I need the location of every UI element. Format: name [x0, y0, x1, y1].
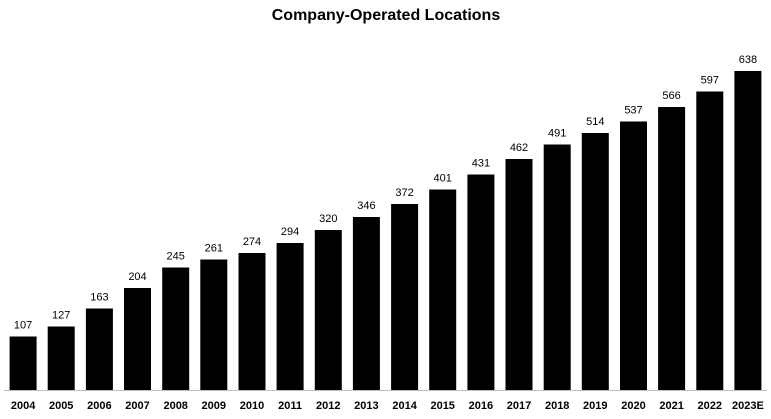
bar-2018	[543, 144, 571, 390]
x-tick-label-2015: 2015	[430, 400, 454, 412]
x-tick-label-2014: 2014	[392, 400, 417, 412]
x-tick-label-2020: 2020	[621, 400, 645, 412]
bar-2023E	[734, 71, 762, 390]
x-tick-label-2006: 2006	[87, 400, 111, 412]
x-tick-label-2013: 2013	[354, 400, 378, 412]
data-label-2017: 462	[510, 142, 528, 154]
x-tick-label-2018: 2018	[545, 400, 569, 412]
x-tick-label-2019: 2019	[583, 400, 607, 412]
bar-2010	[238, 253, 266, 390]
data-label-2023E: 638	[739, 54, 757, 66]
x-tick-label-2005: 2005	[49, 400, 73, 412]
x-tick-label-2009: 2009	[202, 400, 226, 412]
x-tick-label-2011: 2011	[278, 400, 302, 412]
x-tick-label-2010: 2010	[240, 400, 264, 412]
data-label-2022: 597	[701, 75, 719, 87]
x-tick-label-2023E: 2023E	[732, 400, 764, 412]
x-tick-label-2004: 2004	[11, 400, 36, 412]
data-label-2004: 107	[14, 320, 32, 332]
bar-2006	[85, 308, 113, 390]
data-label-2019: 514	[586, 116, 604, 128]
bar-2022	[696, 91, 724, 390]
bar-2004	[9, 336, 37, 390]
x-tick-label-2017: 2017	[507, 400, 531, 412]
bar-2016	[467, 174, 495, 390]
data-label-2016: 431	[472, 158, 490, 170]
x-tick-label-2012: 2012	[316, 400, 340, 412]
bar-2015	[429, 189, 457, 390]
bar-2012	[314, 230, 342, 390]
data-label-2014: 372	[395, 187, 413, 199]
data-label-2013: 346	[357, 200, 375, 212]
x-tick-labels-group: 2004 2005 2006 2007 2008 2009 2010 2011 2012 2013…	[11, 400, 764, 412]
data-label-2018: 491	[548, 128, 566, 140]
data-label-2012: 320	[319, 213, 337, 225]
bars-group	[9, 71, 762, 390]
bar-2008	[162, 267, 190, 390]
data-label-2021: 566	[662, 90, 680, 102]
bar-2013	[352, 217, 380, 390]
bar-2021	[658, 107, 686, 390]
x-tick-label-2021: 2021	[659, 400, 683, 412]
data-label-2006: 163	[90, 292, 108, 304]
data-label-2011: 294	[281, 226, 299, 238]
x-tick-label-2008: 2008	[163, 400, 187, 412]
data-label-2007: 204	[128, 271, 146, 283]
data-label-2005: 127	[52, 310, 70, 322]
bar-2005	[47, 326, 75, 390]
x-tick-label-2007: 2007	[125, 400, 149, 412]
data-label-2009: 261	[205, 243, 223, 255]
data-label-2008: 245	[167, 251, 185, 263]
x-tick-label-2022: 2022	[698, 400, 722, 412]
x-tick-label-2016: 2016	[469, 400, 493, 412]
data-labels-group: 107 127 163 204 245 261 274 294 320 346 372 401 431 4…	[14, 54, 757, 332]
bar-2017	[505, 159, 533, 390]
chart-title: Company-Operated Locations	[272, 7, 501, 24]
bar-2007	[124, 288, 151, 390]
bar-2019	[581, 133, 609, 390]
data-label-2010: 274	[243, 236, 261, 248]
bar-2009	[200, 259, 228, 390]
data-label-2015: 401	[434, 173, 452, 185]
data-label-2020: 537	[624, 105, 642, 117]
bar-2014	[391, 204, 419, 390]
bar-2011	[276, 243, 304, 390]
bar-2020	[620, 121, 647, 390]
